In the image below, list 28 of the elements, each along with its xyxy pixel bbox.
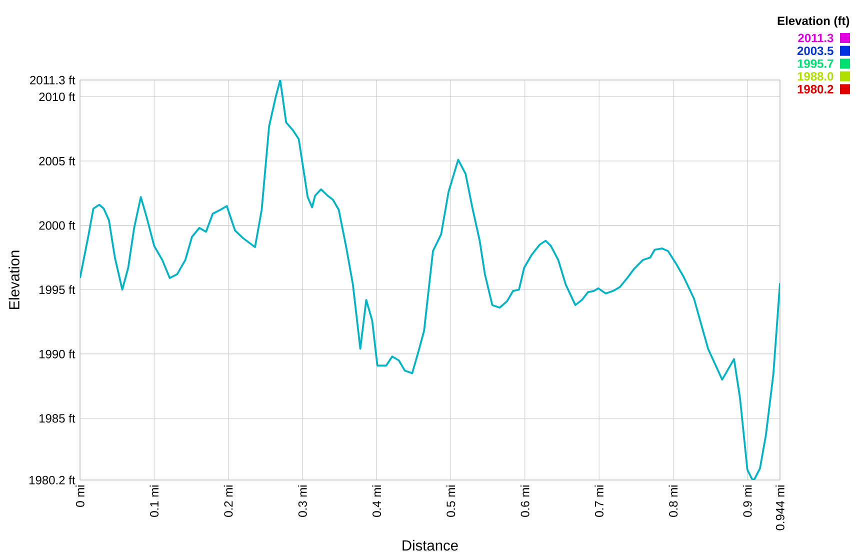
y-tick-label: 2011.3 ft xyxy=(30,76,76,84)
color-bar-label: 2003.5 xyxy=(797,46,834,56)
y-tick-label: 1980.2 ft xyxy=(30,476,76,484)
x-tick-label: 0.944 mi xyxy=(776,486,784,530)
x-tick-label: 0.6 mi xyxy=(520,486,530,517)
x-axis-title: Distance xyxy=(402,540,458,551)
x-tick-label: 0.2 mi xyxy=(224,486,233,517)
x-tick-label: 0.3 mi xyxy=(298,486,307,517)
y-tick-label: 1985 ft xyxy=(40,414,76,423)
line-series xyxy=(80,80,780,480)
x-tick-label: 0.7 mi xyxy=(594,486,604,517)
y-tick-label: 2000 ft xyxy=(39,220,76,230)
y-tick-label: 1995 ft xyxy=(40,285,76,294)
x-tick-label: 0.9 mi xyxy=(742,486,752,517)
y-tick-label: 2005 ft xyxy=(39,156,76,166)
x-tick-label: 0.8 mi xyxy=(668,486,678,517)
x-tick-label: 0.5 mi xyxy=(446,486,456,517)
color-bar-label: 2011.3 xyxy=(798,34,834,42)
x-tick-label: 0.1 mi xyxy=(150,486,159,517)
color-bar-title: Elevation (ft) xyxy=(778,16,850,28)
color-bar-label: 1995.7 xyxy=(798,59,834,68)
y-axis-title: Elevation xyxy=(8,250,20,309)
x-tick-label: 0.4 mi xyxy=(372,486,382,517)
y-tick-label: 2010 ft xyxy=(39,92,76,102)
x-tick-label: 0 mi xyxy=(76,486,84,507)
color-bar-label: 1988.0 xyxy=(798,72,834,81)
y-tick-label: 1990 ft xyxy=(40,350,76,358)
color-bar-label: 1980.2 xyxy=(798,84,834,94)
